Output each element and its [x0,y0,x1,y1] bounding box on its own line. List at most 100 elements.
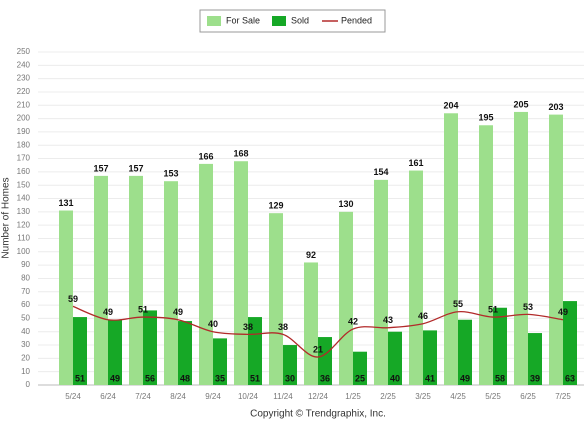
legend-swatch [207,16,221,26]
y-tick-label: 40 [21,327,30,336]
y-tick-label: 220 [17,87,31,96]
x-tick-label: 5/24 [65,392,81,401]
data-label: 157 [93,163,108,173]
data-label: 55 [453,299,463,309]
bar [549,114,563,385]
data-label: 21 [313,344,323,354]
y-axis-label: Number of Homes [1,177,12,258]
data-label: 39 [530,373,540,383]
y-tick-label: 10 [21,367,30,376]
data-label: 129 [268,201,283,211]
data-label: 49 [173,307,183,317]
bar [143,310,157,385]
bar [528,333,542,385]
data-label: 46 [418,311,428,321]
y-tick-label: 90 [21,260,30,269]
data-label: 41 [425,373,435,383]
bar [493,307,507,385]
data-label: 40 [390,373,400,383]
y-tick-label: 190 [17,127,31,136]
data-label: 203 [548,102,563,112]
bar [304,262,318,385]
bar [563,301,577,385]
data-label: 49 [460,373,470,383]
data-label: 49 [558,307,568,317]
legend-label: For Sale [226,15,260,25]
data-label: 131 [58,198,73,208]
data-label: 51 [250,373,260,383]
x-tick-label: 7/25 [555,392,571,401]
data-label: 130 [338,199,353,209]
bar [59,210,73,385]
x-tick-label: 10/24 [238,392,259,401]
data-label: 63 [565,373,575,383]
data-label: 56 [145,373,155,383]
bar [199,163,213,385]
y-tick-label: 130 [17,207,31,216]
data-label: 59 [68,294,78,304]
bar [129,175,143,385]
data-label: 40 [208,319,218,329]
y-tick-label: 110 [17,234,30,243]
x-tick-label: 9/24 [205,392,221,401]
data-label: 161 [408,158,423,168]
x-tick-label: 3/25 [415,392,431,401]
bar [339,211,353,385]
bar [353,351,367,385]
x-tick-label: 8/24 [170,392,186,401]
data-label: 51 [75,373,85,383]
y-tick-label: 200 [17,114,31,123]
y-tick-label: 210 [17,100,31,109]
bar [283,345,297,385]
bar [458,319,472,385]
x-tick-label: 5/25 [485,392,501,401]
data-label: 92 [306,250,316,260]
bar [388,331,402,385]
bar [178,321,192,385]
x-tick-label: 2/25 [380,392,396,401]
y-tick-label: 250 [17,47,31,56]
data-label: 38 [243,322,253,332]
y-tick-label: 0 [26,380,31,389]
bar [213,338,227,385]
line [72,305,564,358]
legend-label: Sold [291,15,309,25]
data-label: 58 [495,373,505,383]
data-label: 25 [355,373,365,383]
data-label: 48 [180,373,190,383]
data-label: 166 [198,151,213,161]
y-tick-label: 150 [17,180,31,189]
bar [164,181,178,385]
legend-label: Pended [341,15,372,25]
y-tick-label: 120 [17,220,31,229]
bar [234,161,248,385]
data-label: 36 [320,373,330,383]
x-tick-label: 6/24 [100,392,116,401]
data-label: 53 [523,302,533,312]
data-label: 42 [348,316,358,326]
bar [318,337,332,385]
data-label: 51 [488,304,498,314]
legend-swatch [272,16,286,26]
data-label: 168 [233,149,248,159]
bar [108,319,122,385]
bar [73,317,87,385]
bar [94,175,108,385]
bar [444,113,458,385]
y-tick-label: 20 [21,353,30,362]
data-label: 38 [278,322,288,332]
y-tick-label: 170 [17,154,31,163]
y-tick-label: 50 [21,314,30,323]
x-tick-label: 1/25 [345,392,361,401]
y-tick-label: 60 [21,300,30,309]
data-label: 153 [163,169,178,179]
y-tick-label: 70 [21,287,30,296]
y-tick-label: 230 [17,74,31,83]
y-tick-label: 30 [21,340,30,349]
y-tick-label: 100 [17,247,31,256]
x-tick-label: 7/24 [135,392,151,401]
data-label: 30 [285,373,295,383]
y-tick-label: 180 [17,140,31,149]
data-label: 49 [110,373,120,383]
